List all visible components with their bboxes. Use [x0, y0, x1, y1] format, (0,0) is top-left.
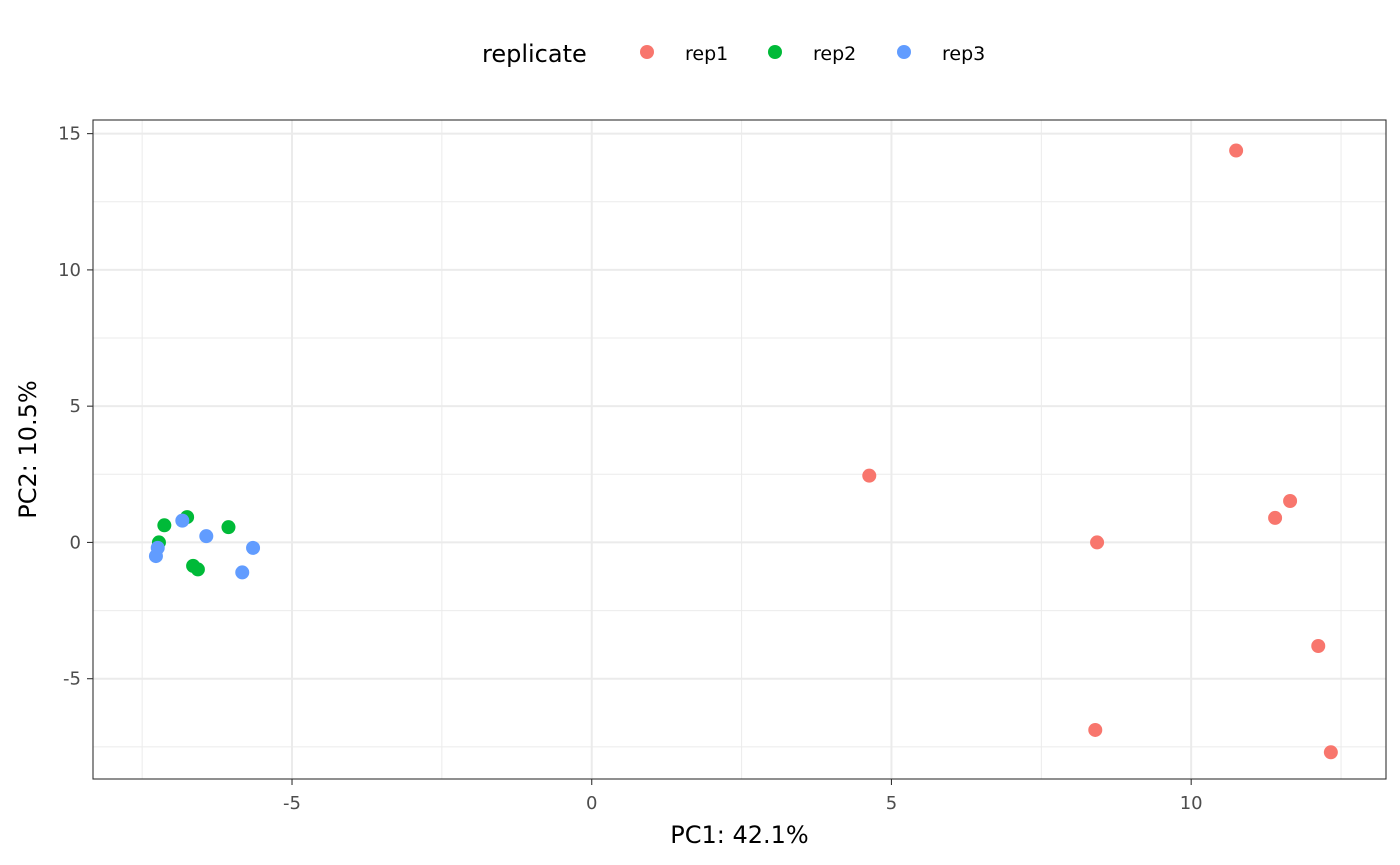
point-rep1	[1311, 639, 1326, 654]
legend-item-rep1: rep1	[640, 43, 728, 65]
panel-background	[93, 120, 1386, 779]
y-tick-label: 10	[58, 260, 81, 281]
point-rep1	[1088, 722, 1103, 737]
point-rep1	[1283, 494, 1298, 509]
x-axis-title: PC1: 42.1%	[670, 821, 808, 849]
legend-item-rep2: rep2	[768, 43, 856, 65]
y-tick-label: 0	[70, 532, 81, 553]
legend-label-rep2: rep2	[813, 43, 856, 65]
plot-panel	[92, 119, 1387, 780]
x-tick-label: 10	[1180, 793, 1203, 814]
point-rep3	[246, 540, 261, 555]
point-rep1	[1323, 745, 1338, 760]
point-rep1	[1090, 535, 1105, 550]
x-tick-label: -5	[283, 793, 301, 814]
point-rep3	[148, 549, 163, 564]
point-rep1	[1268, 510, 1283, 525]
x-tick-label: 0	[586, 793, 597, 814]
data-points	[148, 143, 1338, 760]
major-gridlines	[93, 120, 1386, 779]
x-tick-label: 5	[886, 793, 897, 814]
legend-label-rep3: rep3	[942, 43, 985, 65]
point-rep3	[199, 529, 214, 544]
legend-key-rep3	[897, 45, 911, 59]
legend-key-rep2	[768, 45, 782, 59]
point-rep2	[157, 518, 172, 533]
axes: -5 0 5 10 -5 0 5 10 15	[58, 124, 1203, 814]
y-tick-label: 5	[70, 396, 81, 417]
point-rep1	[1229, 143, 1244, 158]
panel-border	[92, 119, 1387, 780]
point-rep3	[235, 565, 250, 580]
minor-gridlines	[93, 120, 1386, 779]
legend-label-rep1: rep1	[685, 43, 728, 65]
point-rep1	[862, 468, 877, 483]
y-axis-ticks: -5 0 5 10 15	[58, 124, 93, 690]
point-rep2	[190, 562, 205, 577]
legend-key-rep1	[640, 45, 654, 59]
x-axis-ticks: -5 0 5 10	[283, 779, 1203, 814]
point-rep3	[175, 513, 190, 528]
y-axis-title: PC2: 10.5%	[14, 380, 42, 518]
legend-title: replicate	[482, 40, 587, 68]
legend-items: rep1 rep2 rep3	[640, 43, 985, 65]
point-rep2	[221, 520, 236, 535]
legend-item-rep3: rep3	[897, 43, 985, 65]
y-tick-label: 15	[58, 124, 81, 145]
legend: replicate rep1 rep2 rep3	[482, 40, 985, 68]
y-tick-label: -5	[63, 669, 81, 690]
